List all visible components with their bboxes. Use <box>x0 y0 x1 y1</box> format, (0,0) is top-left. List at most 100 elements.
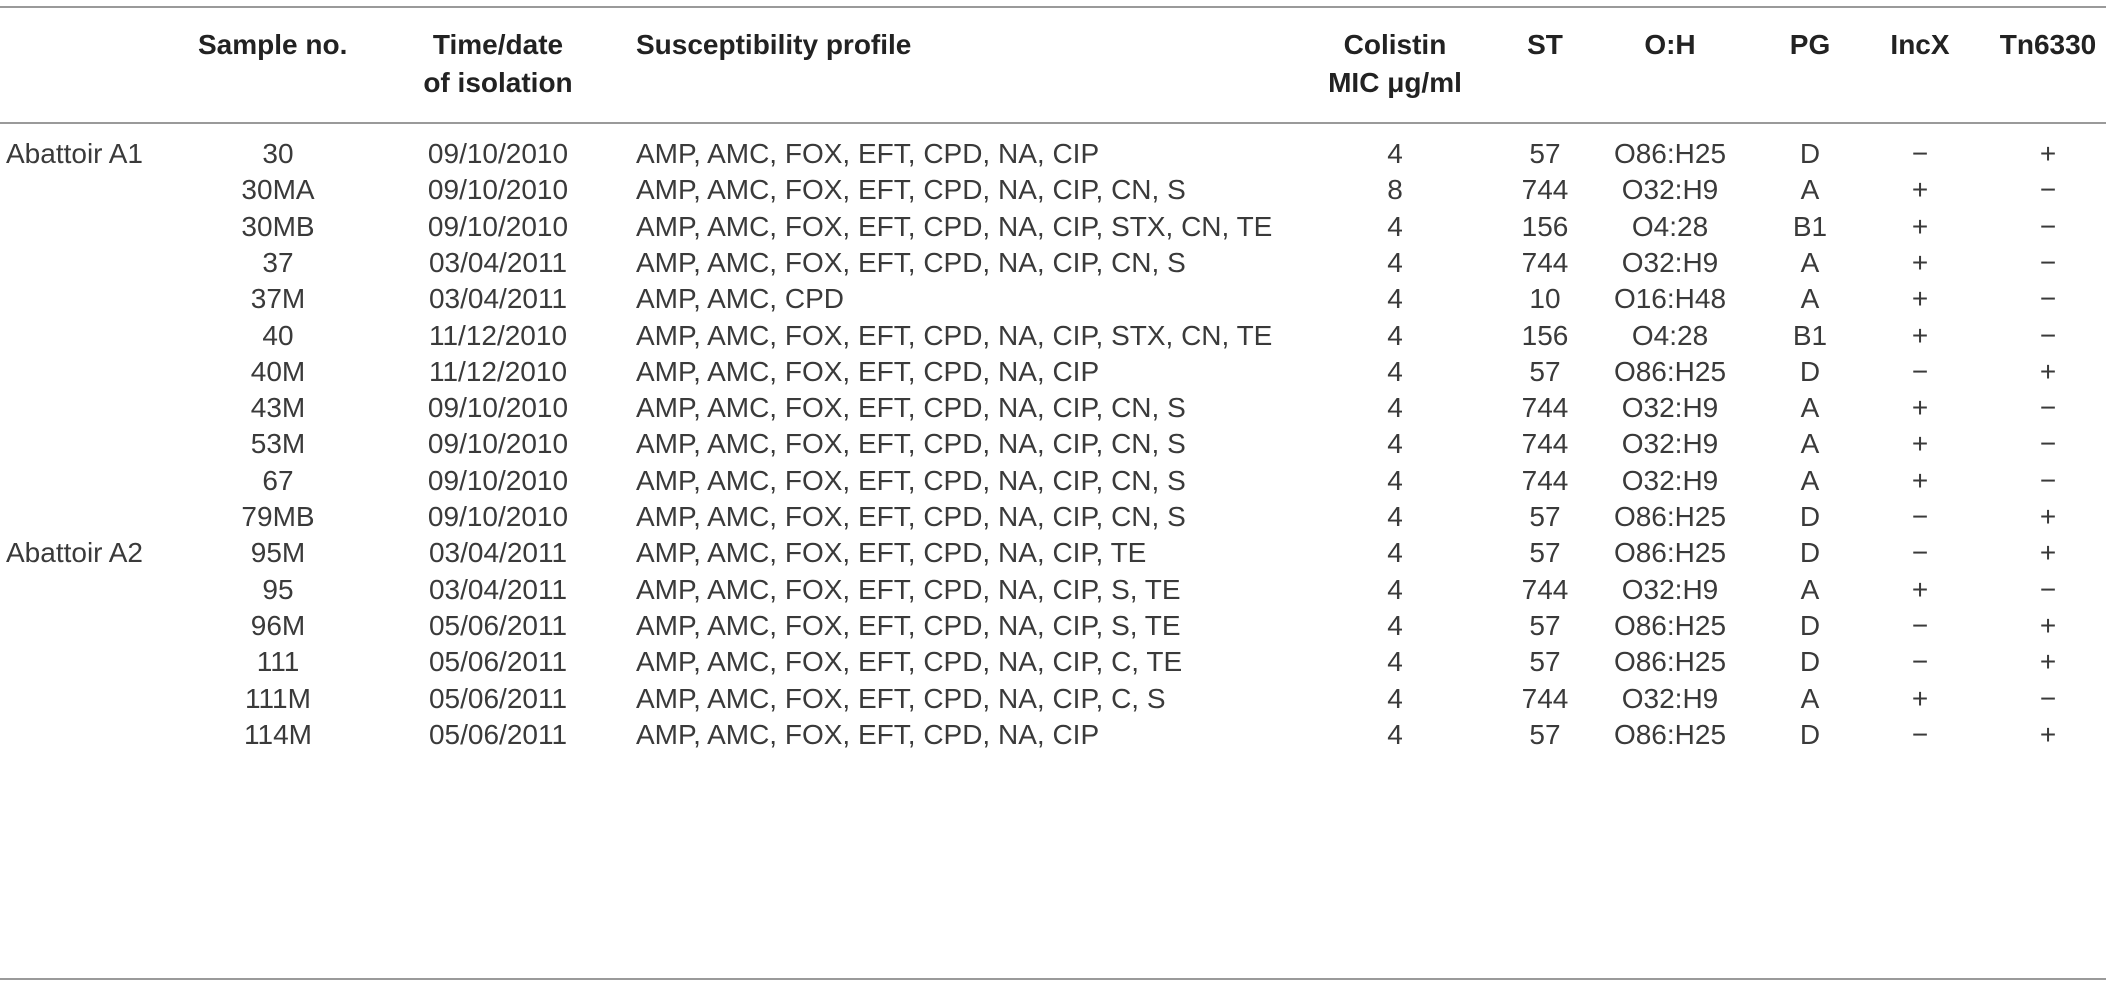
cell-susceptibility-profile: AMP, AMC, FOX, EFT, CPD, NA, CIP, CN, S <box>636 428 1186 460</box>
cell-date: 09/10/2010 <box>427 428 569 460</box>
cell-st: 744 <box>1521 464 1569 496</box>
cell-o-h: O86:H25 <box>1613 138 1727 169</box>
cell-colistin-mic: 4 <box>1387 392 1403 424</box>
cell-st: 744 <box>1521 174 1569 206</box>
cell-colistin-mic: 4 <box>1387 210 1403 242</box>
cell-colistin-mic: 4 <box>1387 464 1403 496</box>
cell-tn6330: − <box>2039 392 2057 424</box>
header-o-h: O:H <box>1644 29 1696 60</box>
cell-tn6330: + <box>2039 646 2057 678</box>
cell-o-h: O32:H9 <box>1621 464 1719 496</box>
cell-sample-no: 30 <box>262 138 294 169</box>
cell-sample-no: 40 <box>262 319 294 351</box>
cell-tn6330: + <box>2039 537 2057 569</box>
cell-o-h: O86:H25 <box>1613 609 1727 641</box>
cell-susceptibility-profile: AMP, AMC, FOX, EFT, CPD, NA, CIP, STX, C… <box>636 319 1273 351</box>
cell-pg: A <box>1800 573 1820 605</box>
cell-st: 744 <box>1521 392 1569 424</box>
cell-pg: A <box>1800 283 1820 315</box>
cell-sample-no: 43M <box>250 392 306 424</box>
cell-o-h: O32:H9 <box>1621 428 1719 460</box>
table-row: 53M 09/10/2010 AMP, AMC, FOX, EFT, CPD, NA… <box>0 419 2106 468</box>
cell-incx: + <box>1911 174 1929 206</box>
cell-susceptibility-profile: AMP, AMC, CPD <box>636 283 844 315</box>
cell-colistin-mic: 4 <box>1387 609 1403 641</box>
cell-susceptibility-profile: AMP, AMC, FOX, EFT, CPD, NA, CIP, S, TE <box>636 573 1181 605</box>
cell-date: 09/10/2010 <box>427 210 569 242</box>
cell-st: 57 <box>1529 501 1561 532</box>
cell-tn6330: − <box>2039 246 2057 278</box>
cell-colistin-mic: 8 <box>1387 174 1403 206</box>
cell-tn6330: − <box>2039 319 2057 351</box>
cell-susceptibility-profile: AMP, AMC, FOX, EFT, CPD, NA, CIP <box>636 138 1100 169</box>
cell-susceptibility-profile: AMP, AMC, FOX, EFT, CPD, NA, CIP, CN, S <box>636 174 1186 206</box>
cell-sample-no: 114M <box>244 718 312 750</box>
cell-date: 11/12/2010 <box>428 319 568 351</box>
cell-incx: − <box>1911 718 1929 750</box>
cell-sample-no: 40M <box>250 355 306 387</box>
cell-st: 10 <box>1529 283 1561 315</box>
cell-incx: + <box>1911 464 1929 496</box>
cell-pg: D <box>1799 609 1821 641</box>
table-row: 111 05/06/2011 AMP, AMC, FOX, EFT, CPD, NA… <box>0 637 2106 686</box>
cell-incx: + <box>1911 210 1929 242</box>
cell-pg: A <box>1800 174 1820 206</box>
cell-susceptibility-profile: AMP, AMC, FOX, EFT, CPD, NA, CIP, C, S <box>636 682 1166 714</box>
cell-st: 744 <box>1521 573 1569 605</box>
cell-pg: D <box>1799 646 1821 678</box>
cell-colistin-mic: 4 <box>1387 319 1403 351</box>
table-row: 40M 11/12/2010 AMP, AMC, FOX, EFT, CPD, NA… <box>0 347 2106 396</box>
cell-incx: + <box>1911 319 1929 351</box>
cell-st: 57 <box>1529 138 1561 169</box>
cell-susceptibility-profile: AMP, AMC, FOX, EFT, CPD, NA, CIP, CN, S <box>636 464 1186 496</box>
cell-sample-no: 37M <box>250 283 306 315</box>
cell-incx: − <box>1911 501 1929 532</box>
cell-o-h: O86:H25 <box>1613 718 1727 750</box>
cell-st: 57 <box>1529 609 1561 641</box>
cell-colistin-mic: 4 <box>1387 682 1403 714</box>
cell-o-h: O32:H9 <box>1621 573 1719 605</box>
cell-o-h: O86:H25 <box>1613 355 1727 387</box>
table-row: 30MA 09/10/2010 AMP, AMC, FOX, EFT, CPD, N… <box>0 165 2106 214</box>
cell-tn6330: + <box>2039 609 2057 641</box>
header-colistin-mic: Colistin MIC μg/ml <box>1328 29 1462 98</box>
cell-pg: A <box>1800 428 1820 460</box>
cell-group: Abattoir A2 <box>6 537 143 569</box>
cell-incx: + <box>1911 573 1929 605</box>
table-row: 30MB 09/10/2010 AMP, AMC, FOX, EFT, CPD, N… <box>0 202 2106 251</box>
cell-tn6330: + <box>2039 718 2057 750</box>
cell-incx: + <box>1911 428 1929 460</box>
cell-st: 156 <box>1521 319 1569 351</box>
header-sample-no: Sample no. <box>198 29 348 60</box>
table-top-rule <box>0 6 2106 8</box>
cell-st: 57 <box>1529 537 1561 569</box>
cell-susceptibility-profile: AMP, AMC, FOX, EFT, CPD, NA, CIP, S, TE <box>636 609 1181 641</box>
cell-susceptibility-profile: AMP, AMC, FOX, EFT, CPD, NA, CIP, CN, S <box>636 246 1186 278</box>
cell-colistin-mic: 4 <box>1387 138 1403 169</box>
cell-susceptibility-profile: AMP, AMC, FOX, EFT, CPD, NA, CIP, STX, C… <box>636 210 1273 242</box>
cell-st: 57 <box>1529 646 1561 678</box>
cell-incx: − <box>1911 646 1929 678</box>
cell-date: 03/04/2011 <box>428 283 568 315</box>
cell-st: 156 <box>1521 210 1569 242</box>
cell-pg: D <box>1799 355 1821 387</box>
cell-susceptibility-profile: AMP, AMC, FOX, EFT, CPD, NA, CIP, CN, S <box>636 392 1186 424</box>
header-time-date: Time/date of isolation <box>423 29 573 98</box>
cell-date: 05/06/2011 <box>428 682 568 714</box>
header-pg: PG <box>1789 29 1831 60</box>
table-row: 79MB 09/10/2010 AMP, AMC, FOX, EFT, CPD, N… <box>0 492 2106 541</box>
cell-o-h: O86:H25 <box>1613 646 1727 678</box>
cell-pg: A <box>1800 246 1820 278</box>
table-bottom-rule <box>0 978 2106 980</box>
table-row: Abattoir A2 95M 03/04/2011 AMP, AMC, FOX, E… <box>0 528 2106 577</box>
header-tn6330: Tn6330 <box>1999 29 2097 60</box>
cell-incx: + <box>1911 246 1929 278</box>
cell-incx: − <box>1911 609 1929 641</box>
cell-colistin-mic: 4 <box>1387 501 1403 532</box>
cell-colistin-mic: 4 <box>1387 283 1403 315</box>
cell-date: 09/10/2010 <box>427 464 569 496</box>
cell-tn6330: − <box>2039 174 2057 206</box>
cell-sample-no: 111M <box>245 682 311 714</box>
cell-incx: − <box>1911 355 1929 387</box>
cell-incx: − <box>1911 537 1929 569</box>
